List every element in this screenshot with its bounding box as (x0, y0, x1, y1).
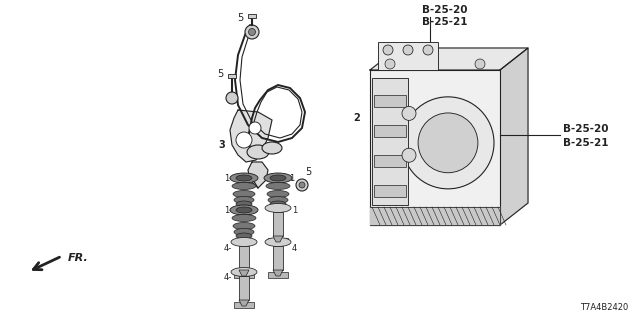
Ellipse shape (236, 233, 252, 239)
Circle shape (248, 28, 255, 36)
Circle shape (249, 122, 261, 134)
Polygon shape (273, 246, 283, 270)
Polygon shape (248, 14, 256, 18)
Text: B-25-20: B-25-20 (422, 5, 468, 15)
Polygon shape (500, 48, 528, 225)
Polygon shape (378, 42, 438, 70)
Text: B-25-20: B-25-20 (563, 124, 609, 134)
Polygon shape (372, 78, 408, 205)
Circle shape (423, 45, 433, 55)
Circle shape (236, 132, 252, 148)
Text: B-25-21: B-25-21 (422, 17, 468, 27)
Ellipse shape (233, 222, 255, 229)
Circle shape (402, 106, 416, 120)
Ellipse shape (270, 201, 286, 207)
Circle shape (385, 59, 395, 69)
Polygon shape (268, 272, 288, 278)
Ellipse shape (230, 205, 258, 215)
Ellipse shape (265, 204, 291, 212)
Text: 1-: 1- (224, 205, 232, 214)
Polygon shape (374, 185, 406, 197)
Circle shape (296, 179, 308, 191)
Circle shape (245, 25, 259, 39)
Ellipse shape (231, 268, 257, 276)
Polygon shape (370, 48, 528, 70)
Ellipse shape (236, 207, 252, 213)
Circle shape (402, 148, 416, 162)
Polygon shape (370, 70, 500, 225)
Ellipse shape (270, 175, 286, 181)
Circle shape (418, 113, 478, 173)
Text: 4-: 4- (224, 244, 232, 252)
Ellipse shape (266, 182, 290, 189)
Ellipse shape (268, 196, 288, 204)
Circle shape (403, 45, 413, 55)
Text: 3: 3 (219, 140, 225, 150)
Polygon shape (239, 246, 249, 270)
Polygon shape (374, 95, 406, 107)
Text: 5: 5 (237, 13, 243, 23)
Ellipse shape (262, 142, 282, 154)
Text: 4-: 4- (224, 274, 232, 283)
Circle shape (226, 92, 238, 104)
Ellipse shape (267, 190, 289, 197)
Polygon shape (374, 155, 406, 167)
Polygon shape (273, 236, 283, 242)
Polygon shape (239, 300, 249, 306)
Ellipse shape (233, 190, 255, 197)
Text: 5: 5 (217, 69, 223, 79)
Polygon shape (370, 207, 500, 225)
Ellipse shape (265, 237, 291, 246)
Ellipse shape (231, 237, 257, 246)
Text: FR.: FR. (68, 253, 89, 263)
Text: B-25-21: B-25-21 (563, 138, 609, 148)
Ellipse shape (236, 175, 252, 181)
Ellipse shape (234, 228, 254, 236)
Ellipse shape (236, 201, 252, 207)
Ellipse shape (247, 145, 269, 159)
Ellipse shape (232, 182, 256, 189)
Ellipse shape (234, 196, 254, 204)
Polygon shape (230, 110, 272, 162)
Text: T7A4B2420: T7A4B2420 (580, 303, 628, 312)
Polygon shape (239, 276, 249, 300)
Polygon shape (234, 272, 254, 278)
Ellipse shape (232, 214, 256, 221)
Polygon shape (273, 212, 283, 236)
Text: 1: 1 (289, 173, 294, 182)
Text: 1-: 1- (224, 173, 232, 182)
Circle shape (299, 182, 305, 188)
Text: 1: 1 (292, 205, 298, 214)
Polygon shape (234, 302, 254, 308)
Polygon shape (273, 270, 283, 276)
Polygon shape (239, 270, 249, 276)
Text: 4: 4 (291, 244, 296, 252)
Polygon shape (248, 162, 268, 188)
Polygon shape (268, 238, 288, 244)
Circle shape (402, 97, 494, 189)
Polygon shape (374, 125, 406, 137)
Ellipse shape (264, 173, 292, 183)
Text: 5: 5 (305, 167, 311, 177)
Circle shape (383, 45, 393, 55)
Circle shape (475, 59, 485, 69)
Text: 2: 2 (354, 113, 360, 123)
Polygon shape (228, 74, 236, 78)
Ellipse shape (230, 173, 258, 183)
